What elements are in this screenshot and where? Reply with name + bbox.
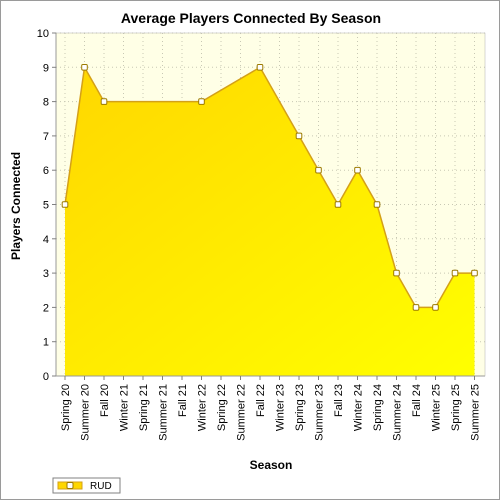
x-tick-label: Summer 21 bbox=[158, 384, 170, 441]
x-tick-label: Fall 22 bbox=[255, 384, 267, 417]
x-tick-label: Spring 23 bbox=[294, 384, 306, 431]
x-tick-label: Fall 23 bbox=[333, 384, 345, 417]
y-tick-label: 5 bbox=[43, 200, 49, 212]
x-tick-label: Winter 25 bbox=[431, 384, 443, 431]
x-tick-label: Summer 22 bbox=[236, 384, 248, 441]
x-tick-label: Summer 25 bbox=[470, 384, 482, 441]
y-tick-label: 0 bbox=[43, 371, 49, 383]
x-tick-label: Spring 24 bbox=[372, 384, 384, 431]
y-tick-label: 9 bbox=[43, 62, 49, 74]
data-point bbox=[61, 201, 69, 208]
data-point bbox=[315, 166, 322, 174]
x-tick-label: Summer 24 bbox=[392, 384, 404, 441]
data-point bbox=[393, 269, 400, 277]
data-point bbox=[412, 304, 420, 311]
x-tick-label: Summer 20 bbox=[80, 384, 92, 441]
y-tick-label: 7 bbox=[43, 131, 49, 143]
x-tick-label: Winter 21 bbox=[119, 384, 131, 431]
data-point bbox=[432, 304, 439, 311]
x-tick-label: Winter 22 bbox=[197, 384, 209, 431]
series-area-rud bbox=[65, 67, 475, 377]
x-tick-label: Fall 20 bbox=[99, 384, 111, 417]
data-point bbox=[198, 98, 205, 105]
data-point bbox=[81, 64, 88, 71]
y-tick-label: 1 bbox=[43, 337, 49, 349]
x-tick-label: Fall 24 bbox=[411, 384, 423, 417]
x-tick-label: Spring 21 bbox=[138, 384, 150, 431]
x-axis-label: Season bbox=[250, 458, 293, 472]
data-point bbox=[451, 269, 459, 277]
legend: RUD bbox=[52, 477, 121, 494]
data-point bbox=[295, 132, 303, 140]
x-tick-label: Spring 22 bbox=[216, 384, 228, 431]
x-tick-label: Spring 20 bbox=[60, 384, 72, 431]
y-tick-label: 10 bbox=[37, 28, 49, 40]
x-tick-label: Winter 23 bbox=[275, 384, 287, 431]
y-tick-label: 3 bbox=[43, 268, 49, 280]
y-tick-label: 4 bbox=[43, 234, 49, 246]
y-tick-label: 8 bbox=[43, 97, 49, 109]
y-tick-label: 2 bbox=[43, 302, 49, 314]
x-tick-label: Winter 24 bbox=[353, 384, 365, 431]
legend-marker bbox=[66, 482, 74, 489]
y-tick-label: 6 bbox=[43, 165, 49, 177]
chart-title: Average Players Connected By Season bbox=[121, 10, 381, 26]
data-point bbox=[100, 98, 108, 105]
data-point bbox=[373, 201, 381, 208]
x-tick-label: Fall 21 bbox=[177, 384, 189, 417]
data-point bbox=[471, 269, 478, 277]
data-point bbox=[334, 201, 342, 208]
x-tick-label: Summer 23 bbox=[314, 384, 326, 441]
data-point bbox=[256, 64, 264, 71]
y-axis-label: Players Connected bbox=[9, 152, 23, 260]
x-tick-label: Spring 25 bbox=[450, 384, 462, 431]
data-point bbox=[354, 166, 361, 174]
legend-label: RUD bbox=[90, 481, 112, 492]
